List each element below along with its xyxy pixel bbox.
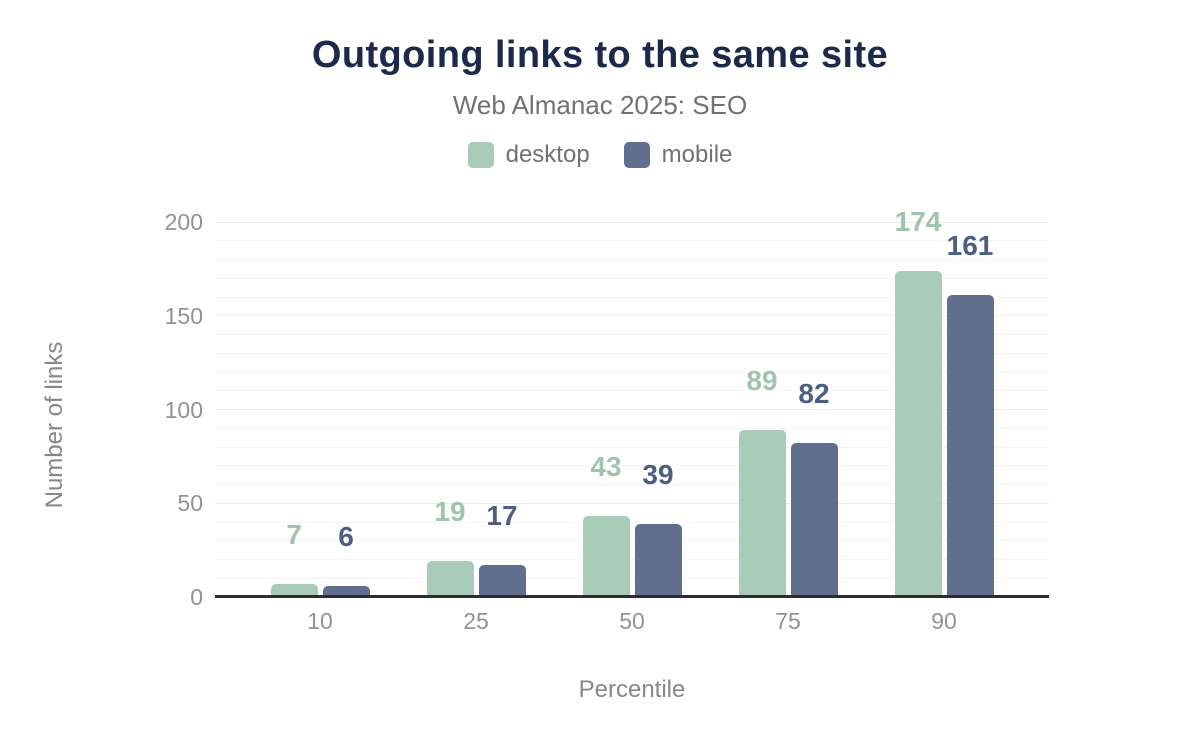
- gridline-minor: [215, 465, 1049, 467]
- legend-swatch-mobile: [623, 142, 650, 168]
- value-label-mobile-p50: 39: [642, 458, 674, 490]
- gridline-minor: [215, 371, 1049, 373]
- y-tick-0: 0: [190, 584, 203, 610]
- bar-mobile-p10: [322, 585, 370, 597]
- gridline-minor: [215, 446, 1049, 448]
- plot-area: 7 6 19 17 43 39 89 82 174 161: [215, 207, 1049, 598]
- y-tick-200: 200: [164, 209, 203, 235]
- x-axis-line: [215, 595, 1049, 598]
- gridline-minor: [215, 390, 1049, 392]
- x-axis-title: Percentile: [578, 676, 686, 703]
- gridline-minor: [215, 259, 1049, 260]
- legend-item-desktop: desktop: [467, 141, 590, 169]
- value-label-desktop-p25: 19: [434, 496, 466, 528]
- legend-swatch-desktop: [467, 142, 494, 168]
- gridline-minor: [215, 277, 1049, 279]
- gridline-minor: [215, 484, 1049, 485]
- y-tick-100: 100: [164, 396, 203, 423]
- y-tick-150: 150: [164, 302, 203, 329]
- bar-desktop-p10: [270, 583, 318, 597]
- bar-desktop-p75: [738, 430, 786, 597]
- x-tick-90: 90: [931, 608, 957, 634]
- gridline-minor: [215, 352, 1049, 354]
- y-axis-title: Number of links: [41, 341, 68, 509]
- gridline-minor: [215, 521, 1049, 523]
- x-tick-50: 50: [619, 608, 645, 634]
- gridline-minor: [215, 240, 1049, 242]
- gridline-minor: [215, 577, 1049, 579]
- legend-label-mobile: mobile: [661, 141, 733, 168]
- chart-title: Outgoing links to the same site: [311, 34, 889, 76]
- gridline-minor: [215, 296, 1049, 298]
- legend: desktop mobile: [0, 141, 1200, 169]
- gridline-major: [215, 315, 1049, 317]
- value-label-mobile-p25: 17: [486, 500, 518, 532]
- gridline-major: [215, 409, 1049, 410]
- gridline-minor: [215, 559, 1049, 560]
- bar-mobile-p50: [634, 523, 682, 597]
- gridline-minor: [215, 427, 1049, 429]
- bar-desktop-p90: [894, 270, 942, 597]
- chart-subtitle: Web Almanac 2025: SEO: [452, 90, 748, 120]
- gridline-major: [215, 502, 1049, 504]
- value-label-mobile-p90: 161: [946, 230, 994, 262]
- bar-desktop-p50: [582, 516, 630, 597]
- bar-mobile-p90: [946, 295, 994, 597]
- legend-label-desktop: desktop: [505, 141, 590, 168]
- x-tick-25: 25: [463, 608, 489, 634]
- gridline-major: [215, 221, 1049, 223]
- bar-mobile-p25: [478, 565, 526, 597]
- legend-item-mobile: mobile: [623, 141, 733, 169]
- value-label-desktop-p90: 174: [894, 205, 942, 237]
- value-label-desktop-p10: 7: [286, 518, 302, 550]
- x-tick-75: 75: [775, 608, 801, 634]
- y-tick-50: 50: [177, 490, 203, 517]
- value-label-mobile-p10: 6: [338, 520, 354, 552]
- gridline-minor: [215, 334, 1049, 335]
- bar-desktop-p25: [426, 561, 474, 597]
- value-label-desktop-p75: 89: [746, 365, 778, 397]
- x-tick-10: 10: [307, 608, 333, 634]
- bar-mobile-p75: [790, 443, 838, 597]
- value-label-mobile-p75: 82: [798, 378, 830, 410]
- value-label-desktop-p50: 43: [590, 451, 622, 483]
- gridline-minor: [215, 540, 1049, 542]
